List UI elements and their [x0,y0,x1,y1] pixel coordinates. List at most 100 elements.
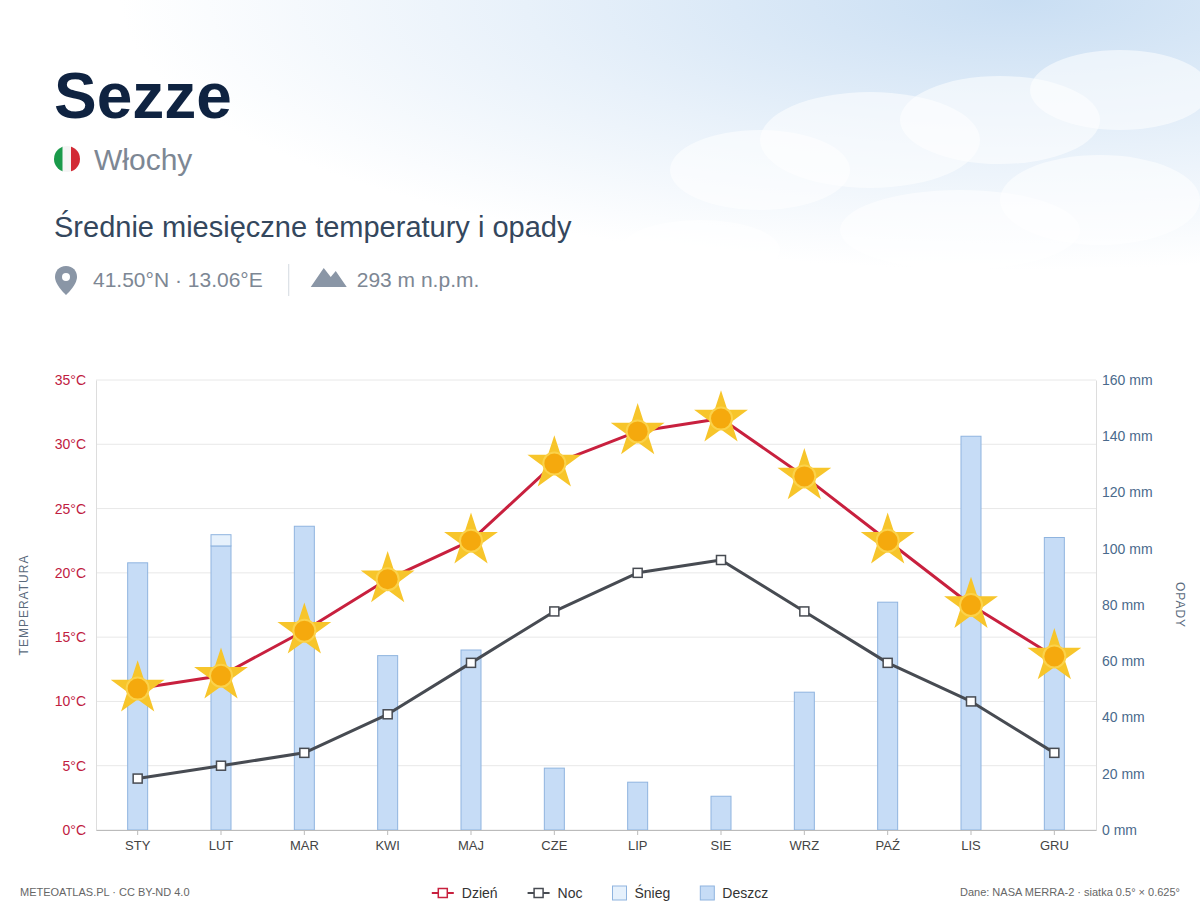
square-marker [383,710,392,719]
sun-marker [793,465,815,487]
bar [878,602,898,830]
y2-tick: 140 mm [1096,428,1153,444]
x-tick-mark [971,830,972,835]
bar [711,796,731,797]
y2-tick-label: 100 mm [1102,541,1153,557]
y2-tick-label: 20 mm [1102,766,1145,782]
sun-marker [877,530,899,552]
sun-rays [777,448,831,499]
y2-tick: 120 mm [1096,484,1153,500]
y2-tick: 60 mm [1096,653,1145,669]
y-tick: 20°C [55,565,96,581]
legend-item: Noc [528,885,583,901]
pin-hole [62,273,70,281]
legend-marker [534,889,543,898]
x-axis-line [97,830,1097,831]
bar [794,692,814,830]
x-tick-label: LIP [628,838,648,853]
sun-marker [210,665,232,687]
x-axis: STYLUTMARKWIMAJCZELIPSIEWRZPAŹLISGRU [97,830,1097,853]
square-marker [467,658,476,667]
x-tick-label: CZE [541,838,567,853]
x-tick-label: WRZ [790,838,820,853]
y2-tick-label: 140 mm [1102,428,1153,444]
x-tick-label: GRU [1040,838,1069,853]
grid-line [96,701,1096,702]
y-tick-label: 20°C [55,565,86,581]
y-tick: 10°C [55,693,96,709]
x-tick: SIE [711,830,732,853]
grid-line [96,572,1096,573]
sun-rays [944,577,998,628]
bar [711,796,731,830]
sun-rays [361,551,415,602]
sun-marker [627,420,649,442]
legend: DzieńNocŚniegDeszcz [432,884,768,901]
y2-axis: 0 mm20 mm40 mm60 mm80 mm100 mm120 mm140 … [1096,372,1153,838]
x-tick: KWI [375,830,400,853]
y-axis-title: TEMPERATURA [17,555,31,656]
x-tick-mark [304,830,305,835]
flag-green [54,146,63,172]
y2-tick-label: 80 mm [1102,597,1145,613]
background [0,0,1200,920]
bar [628,782,648,783]
credit: METEOATLAS.PL · CC BY-ND 4.0 [20,886,190,898]
bar [628,782,648,830]
legend-swatch [612,886,626,900]
y2-tick: 80 mm [1096,597,1145,613]
x-tick: GRU [1040,830,1069,853]
source: Dane: NASA MERRA-2 · siatka 0.5° × 0.625… [960,886,1180,898]
legend-label: Dzień [462,885,498,901]
pin-icon [55,266,77,295]
square-marker [300,748,309,757]
x-tick-mark [387,830,388,835]
y-tick: 30°C [55,436,96,452]
sun-marker [543,453,565,475]
legend-swatch [700,886,714,900]
y-tick: 25°C [55,501,96,517]
legend-label: Deszcz [722,885,768,901]
bar [461,650,481,651]
square-marker [800,607,809,616]
x-tick-label: LIS [961,838,981,853]
markers [111,390,1082,783]
x-tick-mark [887,830,888,835]
grid-line [96,444,1096,445]
x-tick-label: SIE [711,838,732,853]
grid-line [96,508,1096,509]
bar [1044,537,1064,538]
sun-rays [527,435,581,486]
bar [461,650,481,830]
x-tick: MAJ [458,830,484,853]
sun-marker [710,408,732,430]
grid [96,380,1096,830]
x-tick-label: PAŹ [876,838,900,853]
grid-line [96,380,1096,381]
bar [378,656,398,830]
sun-rays [694,390,748,441]
sun-rays [1027,628,1081,679]
y-tick-label: 25°C [55,501,86,517]
coordinates: 41.50°N · 13.06°E [93,268,263,291]
y2-tick-label: 160 mm [1102,372,1153,388]
x-tick: WRZ [790,830,820,853]
x-tick: STY [125,830,151,853]
square-marker [550,607,559,616]
sun-marker [960,594,982,616]
bar [211,535,231,546]
x-tick-mark [221,830,222,835]
bar [544,768,564,830]
elevation: 293 m n.p.m. [357,268,480,291]
square-marker [133,774,142,783]
x-tick-label: MAR [290,838,319,853]
square-marker [883,658,892,667]
line-2 [138,560,1055,779]
legend-marker [438,889,447,898]
sun-marker [377,568,399,590]
y-tick-label: 30°C [55,436,86,452]
legend-item: Deszcz [700,885,768,901]
line-1 [138,419,1055,689]
y2-tick-label: 0 mm [1102,822,1137,838]
y2-tick: 160 mm [1096,372,1153,388]
